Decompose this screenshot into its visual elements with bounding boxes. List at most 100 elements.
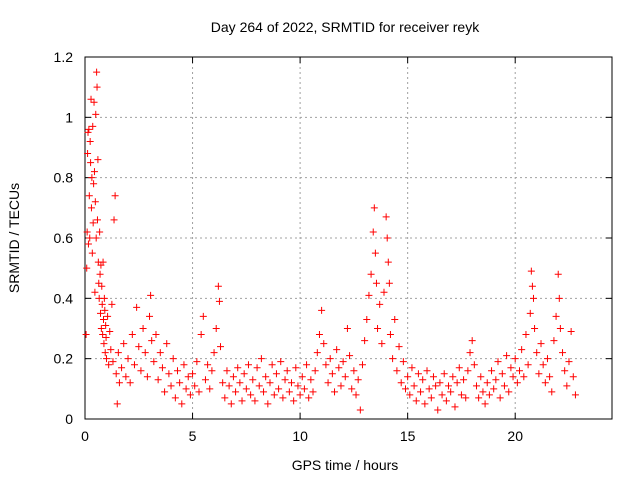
data-point [552, 312, 560, 320]
data-point [462, 394, 470, 402]
y-axis-label: SRMTID / TECUs [6, 183, 22, 293]
data-point [83, 228, 91, 236]
data-point [96, 228, 104, 236]
data-point [296, 391, 304, 399]
data-point [262, 373, 270, 381]
data-point [88, 174, 96, 182]
grid-layer [85, 57, 612, 419]
data-point [571, 391, 579, 399]
data-point [472, 382, 480, 390]
data-point [236, 379, 244, 387]
data-point [234, 364, 242, 372]
data-point [408, 364, 416, 372]
data-point [318, 306, 326, 314]
data-point [110, 216, 118, 224]
data-point [526, 309, 534, 317]
data-point [268, 361, 276, 369]
data-point [96, 270, 104, 278]
data-point [356, 406, 364, 414]
chart-title: Day 264 of 2022, SRMTID for receiver rey… [211, 19, 480, 35]
data-point [326, 355, 334, 363]
data-point [339, 358, 347, 366]
data-point [165, 370, 173, 378]
data-point [363, 315, 371, 323]
data-point [115, 379, 123, 387]
data-point [82, 331, 90, 339]
data-point [92, 110, 100, 118]
data-point [227, 400, 235, 408]
data-point [404, 373, 412, 381]
data-point [122, 373, 130, 381]
data-point [126, 379, 134, 387]
data-point [100, 340, 108, 348]
data-point [199, 312, 207, 320]
data-point [313, 349, 321, 357]
data-point [96, 309, 104, 317]
data-point [429, 373, 437, 381]
data-point [87, 95, 95, 103]
data-point [158, 364, 166, 372]
data-points [82, 68, 579, 414]
data-point [559, 349, 567, 357]
data-point [527, 267, 535, 275]
data-point [543, 355, 551, 363]
data-point [163, 340, 171, 348]
data-point [361, 337, 369, 345]
x-axis-label: GPS time / hours [292, 457, 399, 473]
data-point [528, 282, 536, 290]
data-point [298, 373, 306, 381]
data-point [440, 370, 448, 378]
data-point [147, 291, 155, 299]
data-point [98, 300, 106, 308]
data-point [201, 376, 209, 384]
data-point [328, 370, 336, 378]
data-point [84, 150, 92, 158]
data-point [419, 376, 427, 384]
data-point [93, 68, 101, 76]
data-point [106, 328, 114, 336]
data-point [154, 376, 162, 384]
data-point [95, 279, 103, 287]
data-point [83, 264, 91, 272]
data-point [518, 346, 526, 354]
data-point [481, 400, 489, 408]
data-point [210, 349, 218, 357]
data-point [348, 385, 356, 393]
data-point [436, 379, 444, 387]
data-point [102, 321, 110, 329]
y-tick-label: 0.4 [54, 290, 74, 306]
data-point [221, 394, 229, 402]
data-point [425, 385, 433, 393]
data-point [371, 249, 379, 257]
data-point [417, 388, 425, 396]
data-point [281, 376, 289, 384]
data-point [193, 358, 201, 366]
data-point [189, 370, 197, 378]
data-point [464, 367, 472, 375]
data-point [370, 204, 378, 212]
data-point [455, 364, 463, 372]
data-point [214, 282, 222, 290]
y-tick-label: 0.2 [54, 351, 74, 367]
data-point [215, 297, 223, 305]
data-point [86, 137, 94, 145]
data-point [251, 397, 259, 405]
data-point [391, 315, 399, 323]
data-point [303, 361, 311, 369]
data-point [399, 358, 407, 366]
data-point [272, 370, 280, 378]
data-point [133, 303, 141, 311]
data-point [393, 367, 401, 375]
data-point [380, 288, 388, 296]
data-point [496, 394, 504, 402]
data-point [309, 388, 317, 396]
data-point [522, 331, 530, 339]
data-point [84, 240, 92, 248]
data-point [479, 388, 487, 396]
data-point [384, 258, 392, 266]
data-point [374, 325, 382, 332]
data-point [395, 343, 403, 351]
data-point [176, 379, 184, 387]
data-point [567, 328, 575, 336]
data-point [385, 279, 393, 287]
